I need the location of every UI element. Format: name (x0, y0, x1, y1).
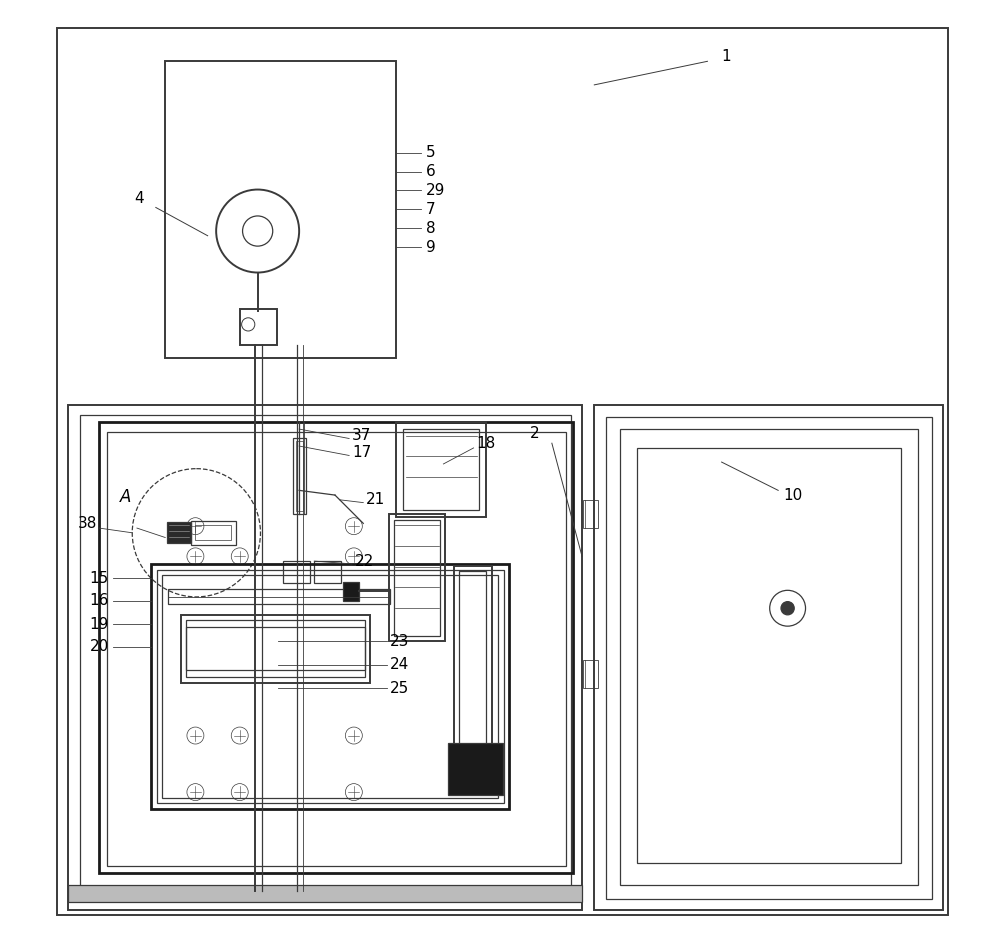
Text: 8: 8 (426, 221, 435, 236)
Text: 10: 10 (783, 488, 802, 503)
Bar (99, 422, 573, 873)
Text: 25: 25 (390, 681, 409, 696)
Bar (606, 417, 932, 899)
Bar (314, 561, 341, 583)
Bar (389, 514, 445, 641)
Text: 15: 15 (89, 571, 109, 586)
Bar (191, 521, 236, 545)
Text: 20: 20 (89, 639, 109, 654)
Text: 37: 37 (352, 428, 371, 443)
Text: 22: 22 (355, 554, 374, 569)
Bar (403, 429, 479, 510)
Bar (80, 415, 571, 896)
Bar (68, 885, 582, 902)
Bar (167, 522, 191, 543)
Text: 6: 6 (426, 164, 435, 179)
Text: 4: 4 (134, 190, 144, 206)
Bar (68, 405, 582, 910)
Bar (283, 561, 310, 583)
Bar (396, 422, 486, 517)
Bar (186, 620, 365, 677)
Bar (293, 438, 306, 514)
Bar (459, 571, 486, 768)
Text: 17: 17 (352, 445, 371, 460)
Text: 16: 16 (89, 593, 109, 608)
Bar (343, 582, 359, 601)
Bar (454, 566, 492, 773)
Text: 2: 2 (530, 426, 540, 441)
Text: 29: 29 (426, 183, 445, 198)
Bar (296, 441, 303, 511)
Bar (394, 520, 440, 636)
Bar (181, 615, 370, 683)
Bar (165, 61, 396, 358)
Bar (583, 660, 598, 688)
Bar (151, 564, 509, 809)
Bar (107, 432, 566, 866)
Bar (583, 500, 598, 528)
Text: 21: 21 (366, 492, 385, 507)
Bar (157, 570, 504, 803)
Text: 1: 1 (722, 49, 731, 64)
Bar (168, 589, 390, 604)
Text: 9: 9 (426, 240, 435, 255)
Bar (620, 429, 918, 885)
Bar (195, 525, 231, 540)
Text: 24: 24 (390, 657, 409, 672)
Bar (594, 405, 943, 910)
Bar (186, 627, 365, 670)
Text: 18: 18 (476, 436, 496, 451)
Bar (637, 448, 901, 863)
Bar (240, 309, 277, 345)
Text: 19: 19 (89, 617, 109, 632)
Bar (448, 743, 503, 795)
Circle shape (781, 602, 794, 615)
Text: 23: 23 (390, 634, 409, 649)
Text: A: A (120, 488, 131, 506)
Text: 5: 5 (426, 145, 435, 160)
Text: 7: 7 (426, 202, 435, 217)
Text: 38: 38 (78, 516, 98, 531)
Bar (162, 575, 498, 798)
